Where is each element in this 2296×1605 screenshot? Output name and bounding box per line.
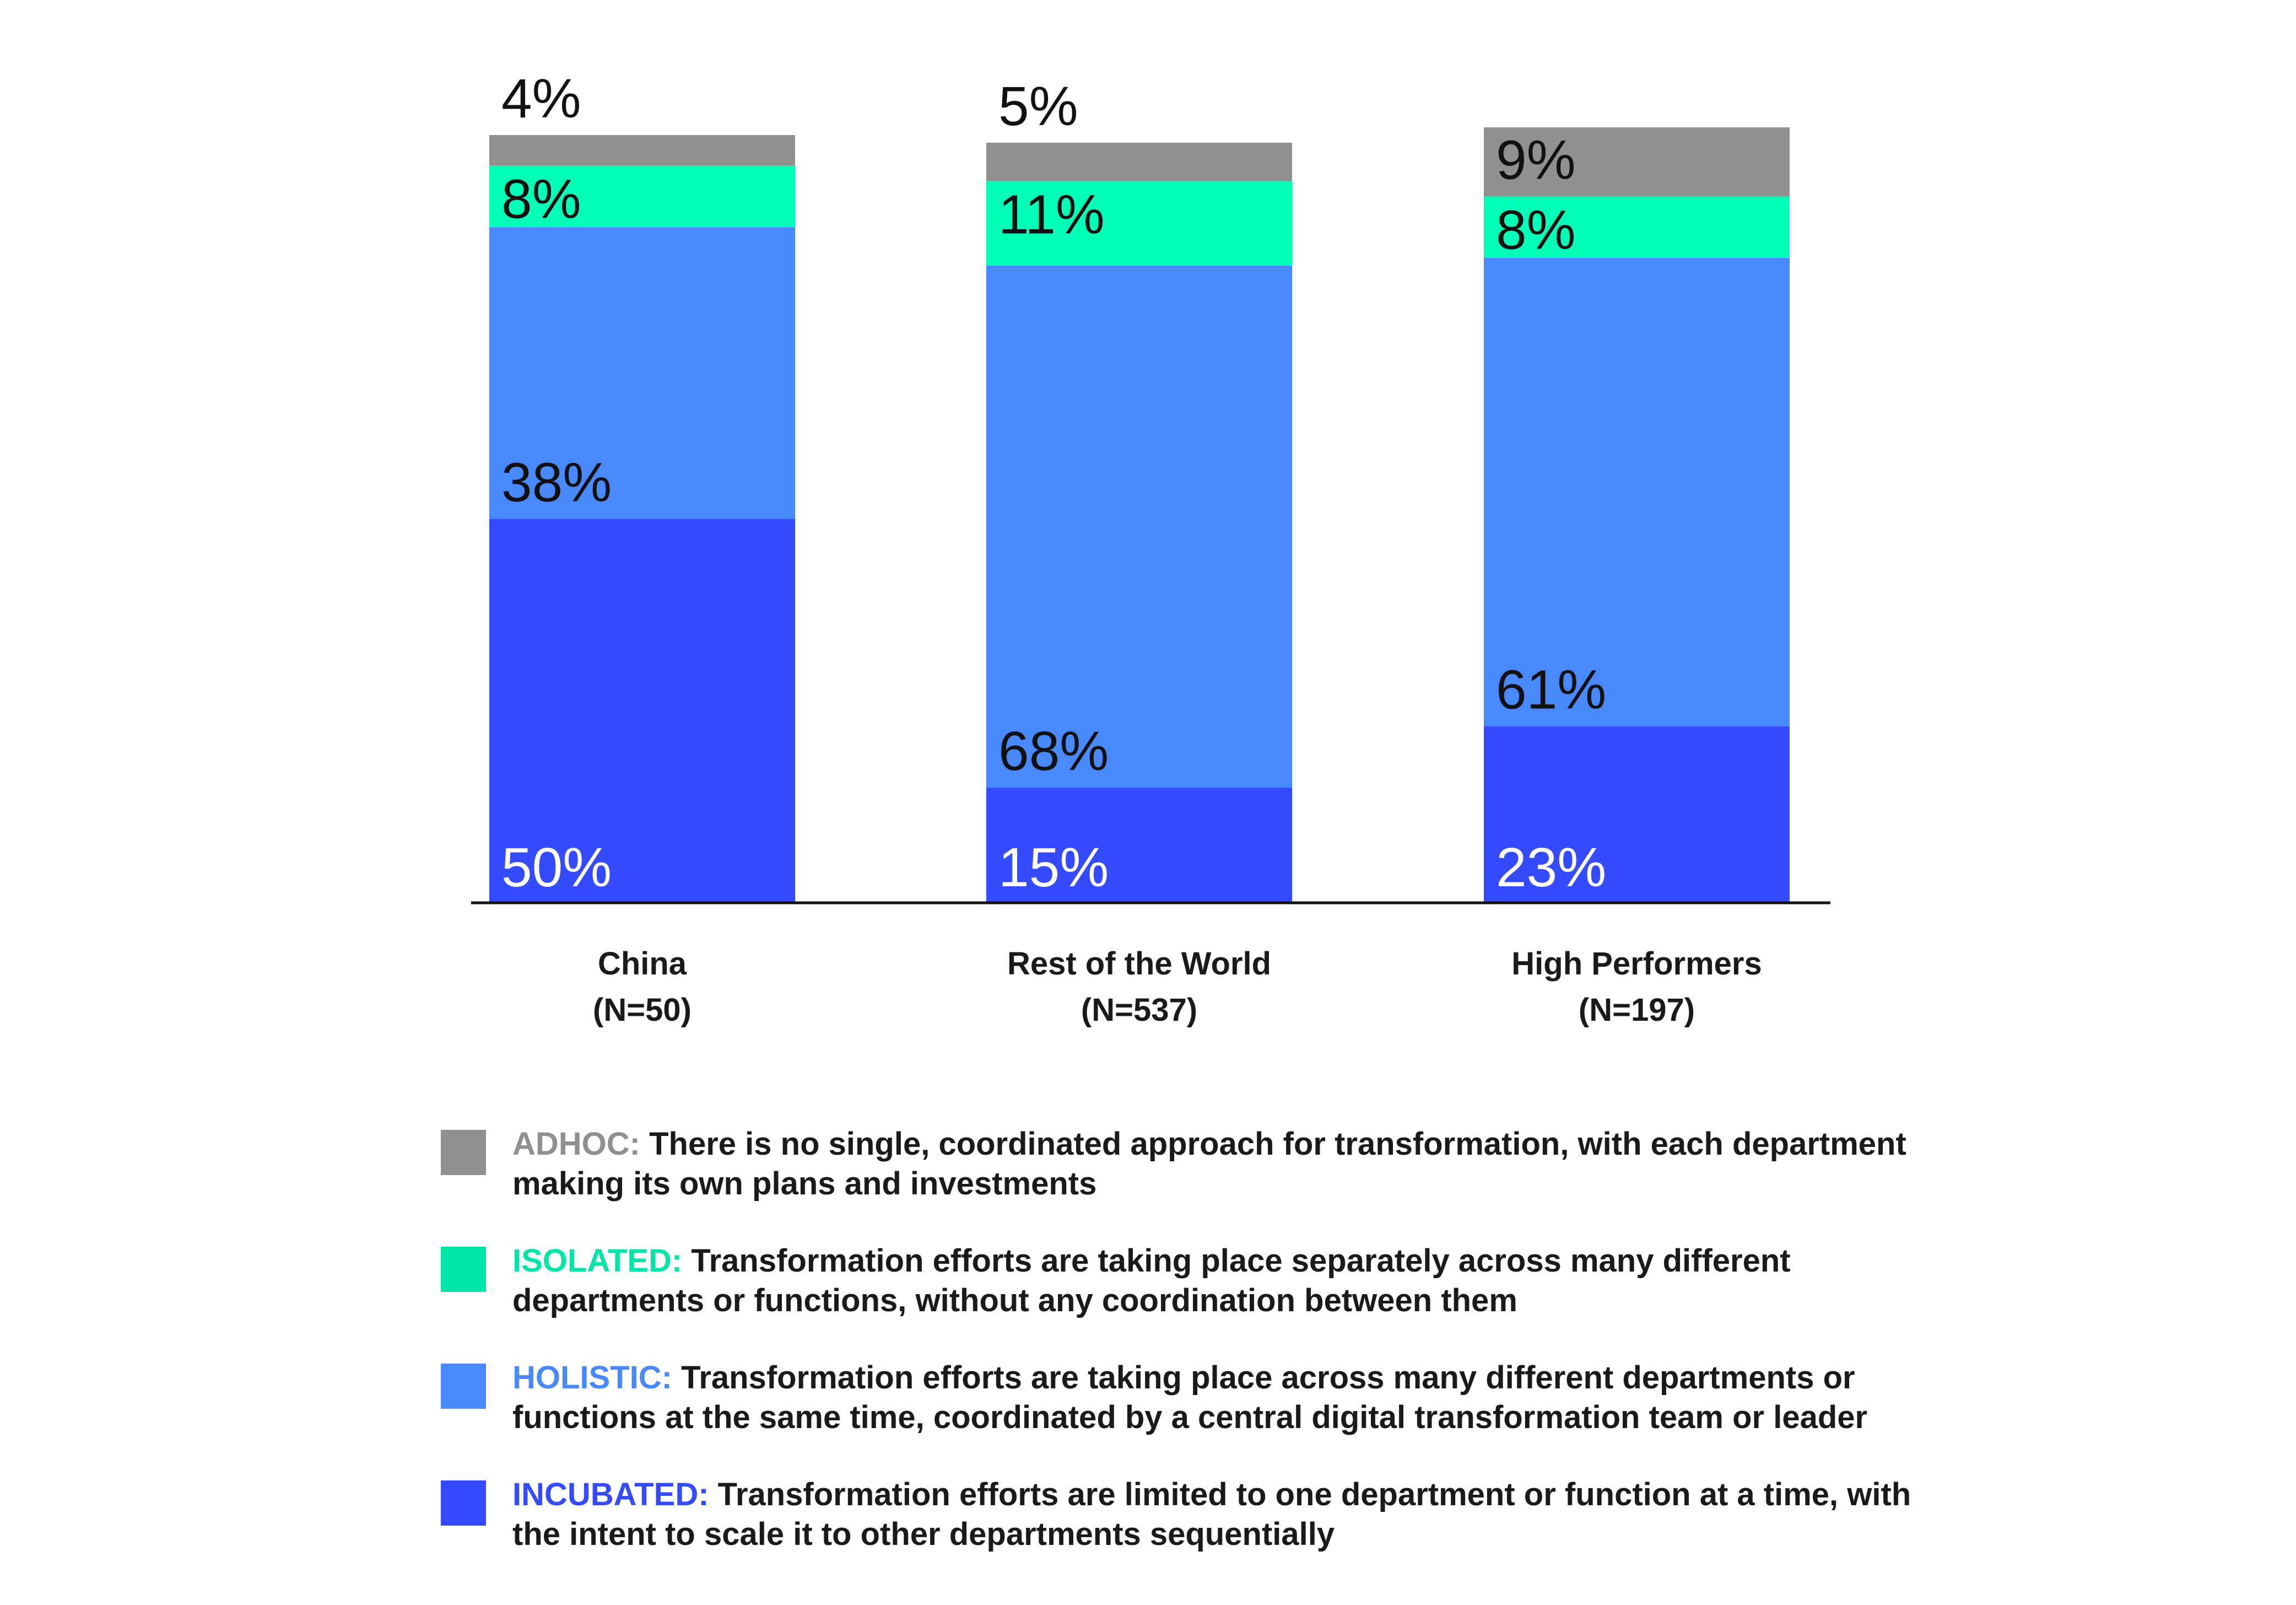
bar-segment-rest-of-the-world-holistic: [986, 265, 1292, 788]
bar-segment-china-isolated: [489, 165, 795, 228]
bar-segment-high-performers-holistic: [1484, 257, 1790, 726]
bar-segment-high-performers-adhoc: [1484, 127, 1790, 197]
category-n-high-performers: (N=197): [1579, 992, 1695, 1028]
legend-item-isolated: ISOLATED: Transformation efforts are tak…: [441, 1241, 1928, 1321]
category-n-rest-of-the-world: (N=537): [1081, 992, 1197, 1028]
data-label-high-performers-isolated: 8%: [1496, 199, 1576, 261]
data-label-china-adhoc: 4%: [501, 68, 581, 130]
bar-segment-high-performers-isolated: [1484, 196, 1790, 258]
legend-swatch-adhoc: [441, 1130, 486, 1175]
legend-text-isolated: Transformation efforts are taking place …: [512, 1243, 1791, 1318]
bar-segment-rest-of-the-world-isolated: [986, 181, 1292, 266]
data-label-high-performers-holistic: 61%: [1496, 659, 1606, 721]
legend-text-incubated: Transformation efforts are limited to on…: [512, 1477, 1911, 1552]
data-label-china-holistic: 38%: [501, 452, 612, 514]
category-n-china: (N=50): [593, 992, 691, 1028]
legend-key-isolated: ISOLATED:: [512, 1243, 691, 1279]
data-label-china-isolated: 8%: [501, 169, 581, 230]
bar-segment-china-incubated: [489, 519, 795, 903]
legend-key-incubated: INCUBATED:: [512, 1477, 718, 1512]
legend-item-incubated: INCUBATED: Transformation efforts are li…: [441, 1475, 1928, 1554]
legend: ADHOC: There is no single, coordinated a…: [441, 1124, 1928, 1592]
legend-text-adhoc: There is no single, coordinated approach…: [512, 1126, 1906, 1202]
bar-segment-china-holistic: [489, 227, 795, 519]
legend-item-holistic: HOLISTIC: Transformation efforts are tak…: [441, 1358, 1928, 1437]
bar-segment-high-performers-incubated: [1484, 726, 1790, 903]
legend-swatch-isolated: [441, 1247, 486, 1292]
data-label-rest-of-the-world-incubated: 15%: [998, 837, 1109, 898]
data-label-rest-of-the-world-isolated: 11%: [998, 184, 1105, 246]
bar-segment-china-adhoc: [489, 135, 795, 166]
data-label-high-performers-incubated: 23%: [1496, 837, 1606, 898]
bar-segment-rest-of-the-world-incubated: [986, 788, 1292, 903]
legend-key-adhoc: ADHOC:: [512, 1126, 650, 1162]
legend-item-adhoc: ADHOC: There is no single, coordinated a…: [441, 1124, 1928, 1204]
stacked-bar-chart: 50% 38% 8% 4% China (N=50) 15% 68% 11% 5% Rest of …: [471, 68, 1830, 1028]
legend-key-holistic: HOLISTIC:: [512, 1360, 682, 1396]
category-label-rest-of-the-world: Rest of the World: [1007, 946, 1271, 982]
legend-swatch-holistic: [441, 1364, 486, 1409]
data-label-high-performers-adhoc: 9%: [1496, 129, 1576, 191]
bar-segment-rest-of-the-world-adhoc: [986, 142, 1292, 181]
data-label-rest-of-the-world-adhoc: 5%: [998, 76, 1078, 137]
category-label-high-performers: High Performers: [1511, 946, 1762, 982]
data-label-rest-of-the-world-holistic: 68%: [998, 720, 1109, 782]
data-label-china-incubated: 50%: [501, 837, 612, 898]
category-label-china: China: [598, 946, 687, 982]
legend-swatch-incubated: [441, 1480, 486, 1526]
legend-text-holistic: Transformation efforts are taking place …: [512, 1360, 1868, 1435]
